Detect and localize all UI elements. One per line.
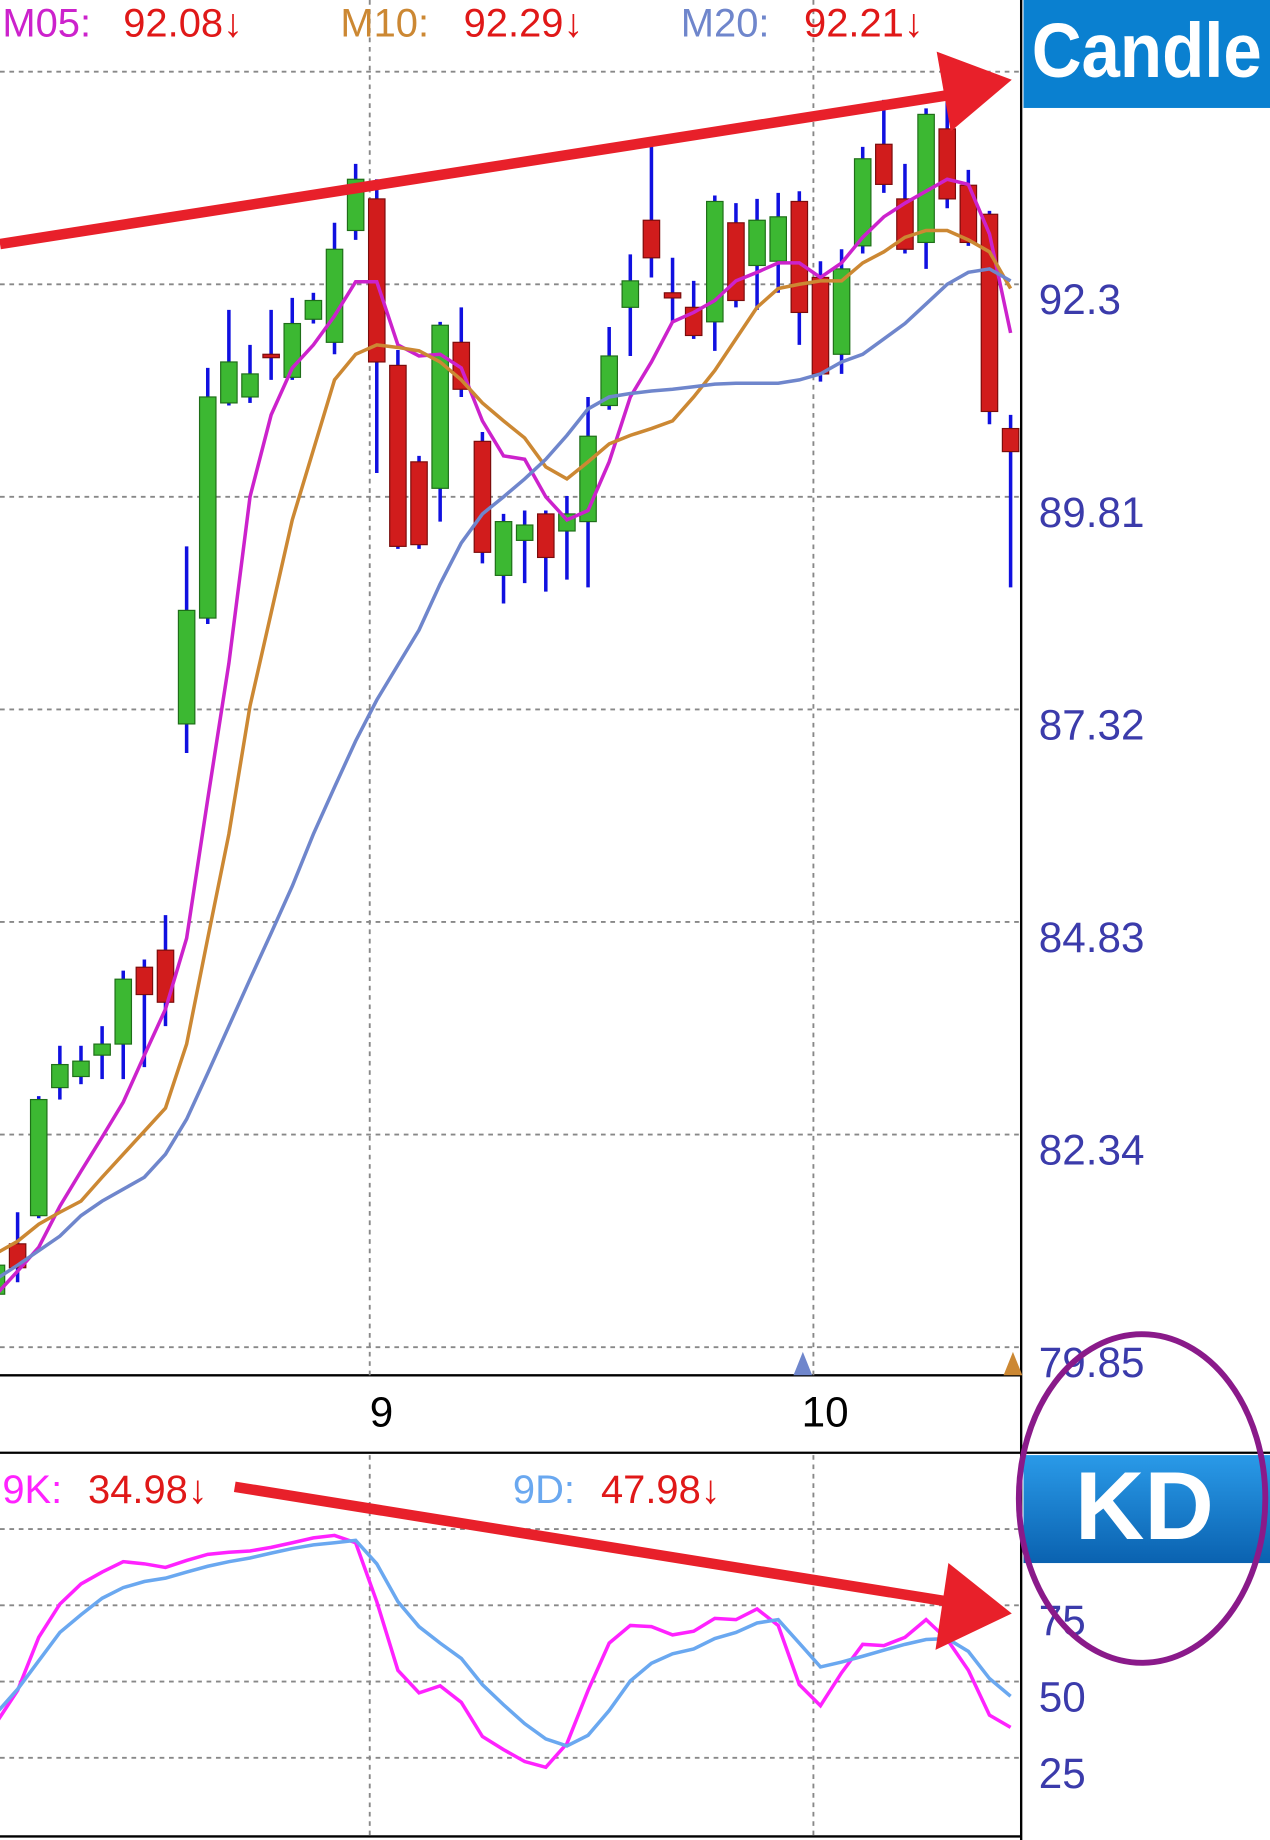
kd-badge — [1023, 1455, 1270, 1564]
candle-body — [980, 213, 999, 413]
highlight-circle — [1015, 1331, 1269, 1666]
legend-value: 92.21↓ — [804, 1, 924, 45]
trend-arrow — [0, 88, 958, 250]
legend-label: 9D: — [513, 1468, 575, 1512]
candle-body — [410, 461, 428, 546]
legend-value: 34.98↓ — [88, 1468, 208, 1512]
chart-title: Candle — [1032, 8, 1262, 94]
candle-body — [135, 966, 154, 996]
kd-line — [0, 1533, 1012, 1770]
arrow-head — [936, 51, 1012, 132]
legend-label: 9K: — [2, 1468, 62, 1512]
candle-body — [93, 1043, 111, 1056]
legend-value: 92.29↓ — [464, 1, 584, 45]
candle-body — [0, 1264, 6, 1295]
y-tick-label: 87.32 — [1039, 701, 1145, 748]
candle-body — [536, 513, 555, 559]
candle-body — [198, 396, 217, 619]
ma-line — [0, 228, 1013, 1254]
candle-body — [600, 355, 618, 407]
candle-body — [663, 292, 682, 299]
candle-body — [917, 113, 935, 244]
x-tick-label: 10 — [802, 1388, 849, 1435]
candle-body — [727, 222, 745, 302]
candle-body — [769, 216, 788, 262]
marker — [793, 1351, 813, 1376]
y-tick-label: 50 — [1039, 1674, 1086, 1721]
legend-value: 92.08↓ — [123, 1, 243, 45]
kd-line — [0, 1538, 1012, 1748]
candle-body — [832, 268, 851, 355]
candle-body — [938, 128, 957, 200]
candle-body — [262, 353, 280, 359]
legend-label: M20: — [681, 1, 770, 45]
y-tick-label: 92.3 — [1039, 276, 1121, 323]
candle-body — [1001, 427, 1020, 453]
candle-body — [790, 200, 809, 314]
candle-body — [642, 219, 661, 259]
trend-arrow — [233, 1481, 958, 1609]
candle-body — [177, 609, 196, 725]
candle-body — [431, 324, 449, 489]
y-tick-label: 25 — [1039, 1750, 1086, 1797]
ma-line — [0, 177, 1013, 1293]
candle-body — [473, 440, 492, 553]
candle-body — [515, 524, 534, 541]
candle-body — [304, 299, 323, 320]
x-tick-label: 9 — [370, 1388, 394, 1435]
candle-body — [621, 280, 640, 308]
candle-badge — [1023, 0, 1270, 108]
ma-line — [0, 267, 1012, 1279]
legend-value: 47.98↓ — [601, 1468, 721, 1512]
candle-body — [875, 143, 893, 185]
candle-body — [51, 1063, 69, 1089]
y-tick-label: 84.83 — [1039, 914, 1145, 961]
candle-body — [494, 521, 513, 576]
candle-body — [853, 158, 872, 247]
candle-body — [220, 361, 238, 404]
y-tick-label: 82.34 — [1039, 1126, 1145, 1173]
candle-body — [241, 373, 259, 398]
legend-label: M05: — [2, 1, 91, 45]
candle-body — [389, 364, 407, 547]
chart-title: KD — [1075, 1453, 1214, 1560]
arrow-head — [935, 1563, 1012, 1650]
marker — [1003, 1351, 1023, 1376]
candle-body — [29, 1098, 48, 1217]
candle-body — [706, 200, 724, 323]
candle-body — [811, 276, 830, 375]
candle-body — [72, 1060, 90, 1078]
legend-label: M10: — [340, 1, 429, 45]
candle-body — [325, 248, 344, 343]
candle-body — [748, 219, 766, 267]
y-tick-label: 89.81 — [1039, 489, 1145, 536]
candle-body — [114, 978, 133, 1045]
